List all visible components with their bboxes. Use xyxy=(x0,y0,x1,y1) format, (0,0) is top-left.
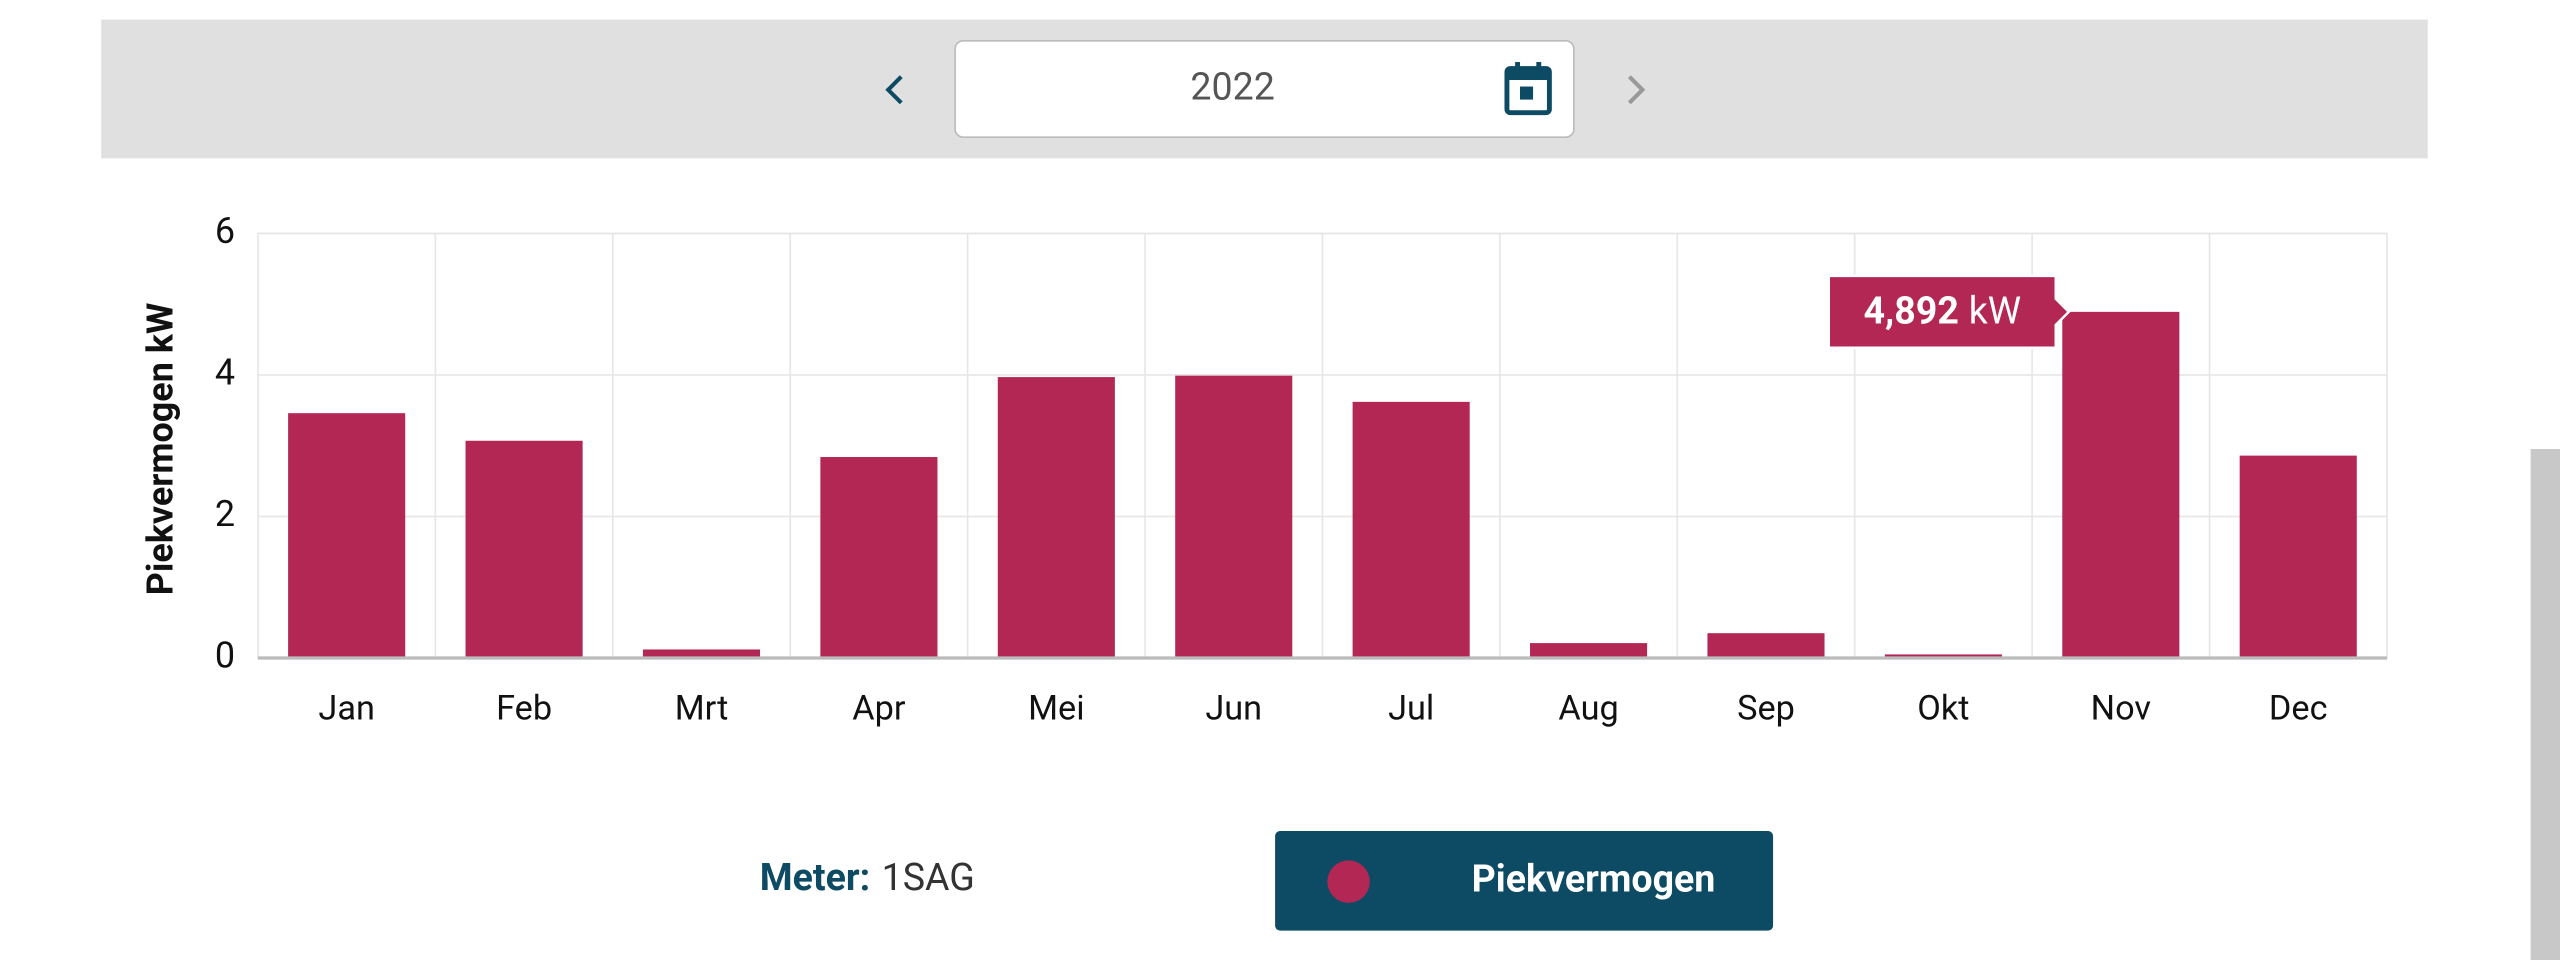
calendar-icon[interactable] xyxy=(1504,62,1552,116)
bar xyxy=(1175,375,1293,658)
y-tick-label: 0 xyxy=(215,634,235,676)
x-tick-label: Jan xyxy=(318,688,374,728)
legend-label: Piekvermogen xyxy=(1472,858,1716,902)
year-picker[interactable] xyxy=(954,40,1575,138)
x-tick-label: Dec xyxy=(2269,688,2328,728)
y-tick-label: 4 xyxy=(215,351,235,393)
bar xyxy=(997,377,1115,658)
tooltip-value: 4,892 xyxy=(1863,289,1958,333)
tooltip-text: 4,892 kW xyxy=(1863,289,2021,333)
bar xyxy=(1530,643,1648,658)
y-axis-label: Piekvermogen kW xyxy=(140,303,182,596)
year: 2022 xyxy=(1190,66,1274,110)
x-tick-label: Apr xyxy=(852,688,906,728)
x-tick-label: Okt xyxy=(1917,688,1969,728)
tooltip-unit: kW xyxy=(1969,289,2021,333)
bar xyxy=(820,457,938,658)
x-tick-label: Mei xyxy=(1028,688,1084,728)
bar xyxy=(288,413,406,658)
y-tick-label: 2 xyxy=(215,493,235,535)
next-button[interactable] xyxy=(1627,75,1646,105)
y-tick-label: 6 xyxy=(215,210,235,252)
bar xyxy=(1884,654,2002,658)
x-tick-label: Feb xyxy=(496,688,552,728)
legend-button[interactable] xyxy=(1275,831,1774,931)
x-tick-label: Nov xyxy=(2091,688,2151,728)
x-tick-label: Jun xyxy=(1205,688,1262,728)
bar xyxy=(642,649,761,658)
meter-label: Meter: xyxy=(760,856,870,900)
bar xyxy=(465,440,583,658)
legend-swatch xyxy=(1327,860,1370,903)
scrollbar[interactable] xyxy=(2530,448,2560,960)
chart: 0 2 4 6 Jan Feb Mrt Apr Mei Jun Jul Aug Sep Okt Nov Dec… xyxy=(215,210,2388,728)
x-tick-label: Jul xyxy=(1388,688,1434,728)
prev-button[interactable] xyxy=(885,75,903,105)
meter-value: 1SAG xyxy=(882,856,975,900)
bar xyxy=(1707,633,1825,658)
x-tick-label: Sep xyxy=(1737,688,1795,728)
bar xyxy=(2239,455,2357,658)
tooltip xyxy=(1827,274,2071,350)
x-tick-label: Aug xyxy=(1558,688,1618,728)
bar xyxy=(2062,311,2180,658)
x-tick-label: Mrt xyxy=(675,688,729,728)
bar xyxy=(1352,401,1470,658)
